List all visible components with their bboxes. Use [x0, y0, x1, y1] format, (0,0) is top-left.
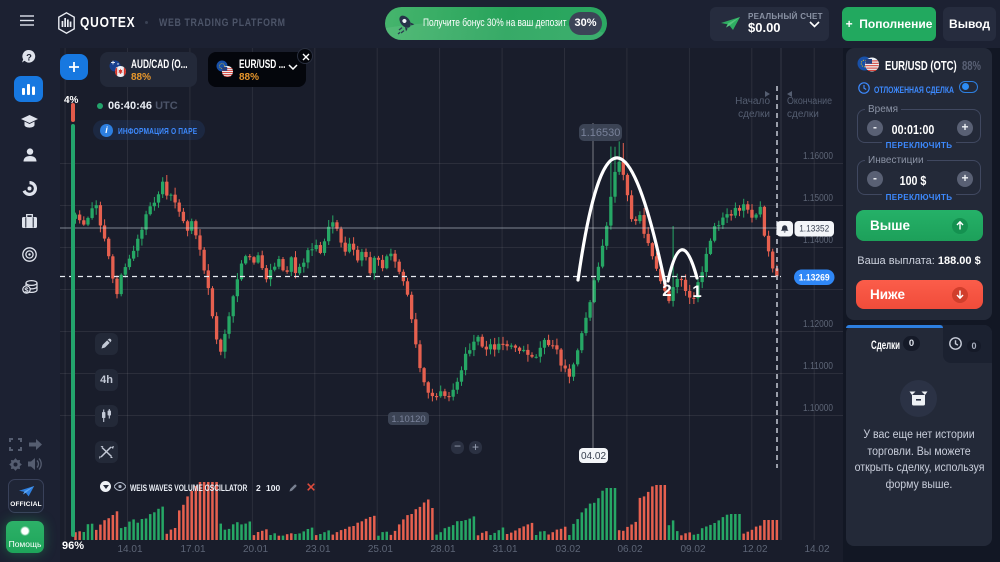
svg-text:31.01: 31.01	[492, 544, 517, 555]
svg-text:09.02: 09.02	[680, 544, 705, 555]
svg-text:1.16530: 1.16530	[581, 127, 621, 139]
svg-text:25.01: 25.01	[368, 544, 393, 555]
svg-text:сделки: сделки	[787, 109, 819, 120]
svg-text:Окончание: Окончание	[787, 96, 832, 107]
svg-text:1.10000: 1.10000	[803, 403, 833, 414]
svg-text:04.02: 04.02	[581, 451, 606, 462]
svg-text:1.14000: 1.14000	[803, 235, 833, 246]
svg-text:1.10120: 1.10120	[391, 414, 425, 425]
svg-text:1.16000: 1.16000	[803, 151, 833, 162]
svg-text:$: $	[24, 285, 29, 294]
svg-text:1.12000: 1.12000	[803, 319, 833, 330]
svg-text:28.01: 28.01	[430, 544, 455, 555]
svg-text:03.02: 03.02	[555, 544, 580, 555]
svg-text:20.01: 20.01	[243, 544, 268, 555]
svg-text:Начало: Начало	[735, 96, 770, 107]
svg-text:?: ?	[26, 53, 32, 64]
svg-text:1.15000: 1.15000	[803, 193, 833, 204]
svg-text:06.02: 06.02	[617, 544, 642, 555]
svg-text:14.02: 14.02	[804, 544, 829, 555]
svg-text:2: 2	[662, 281, 671, 300]
svg-text:1: 1	[692, 282, 701, 301]
svg-text:1.13352: 1.13352	[799, 224, 829, 235]
svg-text:12.02: 12.02	[742, 544, 767, 555]
svg-text:17.01: 17.01	[180, 544, 205, 555]
svg-text:1.13269: 1.13269	[799, 273, 830, 284]
svg-text:1.11000: 1.11000	[803, 361, 833, 372]
svg-text:23.01: 23.01	[305, 544, 330, 555]
svg-text:14.01: 14.01	[117, 544, 142, 555]
svg-text:сделки: сделки	[738, 109, 770, 120]
